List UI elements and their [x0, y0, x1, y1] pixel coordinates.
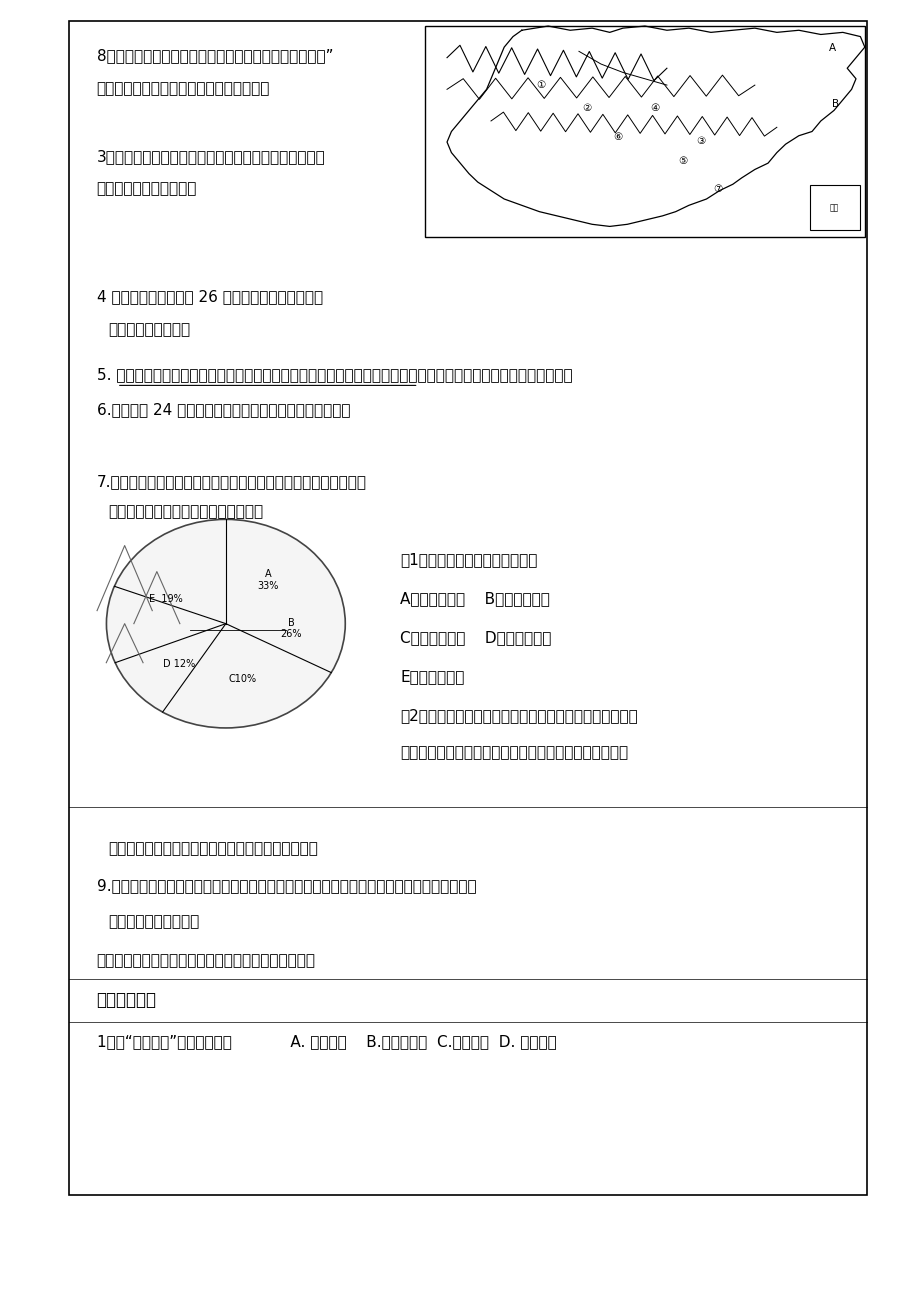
Text: （1）图中字母所代表的地形类型: （1）图中字母所代表的地形类型: [400, 552, 537, 568]
Text: D 12%: D 12%: [163, 659, 196, 669]
Text: C＿＿＿＿＿＿    D＿＿＿＿＿＿: C＿＿＿＿＿＿ D＿＿＿＿＿＿: [400, 630, 551, 646]
Text: 6.学习课本 24 页，分析山区开发的有利条件和不利条件？: 6.学习课本 24 页，分析山区开发的有利条件和不利条件？: [96, 402, 350, 418]
Text: 读我国各类地形面积比例示意图回答：: 读我国各类地形面积比例示意图回答：: [108, 504, 264, 519]
Text: ②: ②: [582, 103, 591, 113]
Text: ⑤: ⑤: [677, 156, 686, 167]
Text: （二）山区面积广大: （二）山区面积广大: [108, 322, 190, 337]
Text: ⑥: ⑥: [613, 132, 622, 142]
Text: ③: ③: [696, 135, 705, 146]
Text: 种植业发达，从地形方面分析形成的原因：: 种植业发达，从地形方面分析形成的原因：: [96, 81, 269, 96]
Text: ①: ①: [536, 79, 545, 90]
Text: 3、在我国地形图中填注我国的四大高原、四大盆地、三: 3、在我国地形图中填注我国的四大高原、四大盆地、三: [96, 148, 325, 164]
Text: （三）教师质疑解惑：: （三）教师质疑解惑：: [108, 914, 199, 930]
Bar: [809, 185, 859, 230]
Text: A
33%: A 33%: [257, 569, 278, 591]
Text: 1．有“世界屋脊”之称的高原是            A. 青藏高原    B.内蒙古高原  C.黄土高原  D. 云贵高原: 1．有“世界屋脊”之称的高原是 A. 青藏高原 B.内蒙古高原 C.黄土高原 D…: [96, 1034, 556, 1049]
Text: ⑦: ⑦: [712, 184, 721, 194]
Text: （二）合作研讨（解决不了的问题，组内合作交流）: （二）合作研讨（解决不了的问题，组内合作交流）: [108, 841, 318, 857]
Text: 大平原名称，并形成脑图: 大平原名称，并形成脑图: [96, 181, 197, 197]
Text: 8、平原的形成：＿＿＿＿＿＿＿＿＿＿＿＿。我国东部”: 8、平原的形成：＿＿＿＿＿＿＿＿＿＿＿＿。我国东部”: [96, 48, 333, 64]
Text: 四、当堂反馈: 四、当堂反馈: [96, 991, 156, 1009]
Text: C10%: C10%: [229, 674, 256, 684]
Text: 三、整理归纳，知识内化（结合所学，构建知识体系）: 三、整理归纳，知识内化（结合所学，构建知识体系）: [96, 953, 315, 969]
Text: E  19%: E 19%: [149, 595, 183, 604]
Text: 4 结合学习，完成课本 26 页的表格，填到课本中。: 4 结合学习，完成课本 26 页的表格，填到课本中。: [96, 289, 323, 305]
Text: A＿＿＿＿＿＿    B＿＿＿＿＿＿: A＿＿＿＿＿＿ B＿＿＿＿＿＿: [400, 591, 550, 607]
Text: （2）在我国的各类地形类型中，＿＿＿＿＿的比例最小。: （2）在我国的各类地形类型中，＿＿＿＿＿的比例最小。: [400, 708, 637, 724]
Text: 5. 山区指山地、丘陵及崎嵎的高原。我国山地面积约占陆地面积的＿＿＿，山区面积约占陆地面积的＿＿＿＿＿＿。: 5. 山区指山地、丘陵及崎嵎的高原。我国山地面积约占陆地面积的＿＿＿，山区面积约…: [96, 367, 572, 383]
Ellipse shape: [107, 519, 345, 728]
Text: B: B: [831, 99, 838, 109]
Text: 7.列举山区常见的自然灾害：＿＿＿＿、＿＿＿＿、＿＿＿＿＿。: 7.列举山区常见的自然灾害：＿＿＿＿、＿＿＿＿、＿＿＿＿＿。: [96, 474, 366, 490]
Text: A: A: [828, 43, 835, 53]
Text: B
26%: B 26%: [280, 618, 301, 639]
Text: ④: ④: [650, 103, 659, 113]
Text: 9.在开发利用山区时，你认为应当注意什么问题？＿＿＿＿＿＿＿＿＿＿＿＿＿＿＿＿＿＿＿: 9.在开发利用山区时，你认为应当注意什么问题？＿＿＿＿＿＿＿＿＿＿＿＿＿＿＿＿＿…: [96, 878, 476, 893]
Text: 从此图中可以看出我国地形特点是＿＿＿＿＿＿＿＿＿＿: 从此图中可以看出我国地形特点是＿＿＿＿＿＿＿＿＿＿: [400, 745, 628, 760]
Text: 图例: 图例: [829, 204, 838, 212]
Bar: [425, 26, 864, 237]
Bar: [69, 21, 866, 1195]
Text: E＿＿＿＿＿＿: E＿＿＿＿＿＿: [400, 669, 464, 685]
